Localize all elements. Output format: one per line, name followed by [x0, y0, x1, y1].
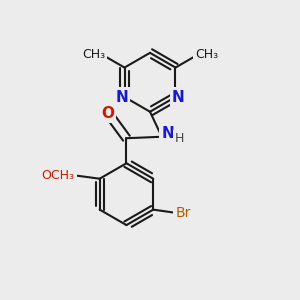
Text: O: O [101, 106, 114, 121]
Text: N: N [172, 89, 185, 104]
Text: OCH₃: OCH₃ [42, 169, 75, 182]
Text: CH₃: CH₃ [82, 48, 105, 61]
Text: N: N [161, 126, 174, 141]
Text: Br: Br [175, 206, 191, 220]
Text: CH₃: CH₃ [195, 48, 218, 61]
Text: H: H [175, 132, 184, 145]
Text: N: N [115, 89, 128, 104]
